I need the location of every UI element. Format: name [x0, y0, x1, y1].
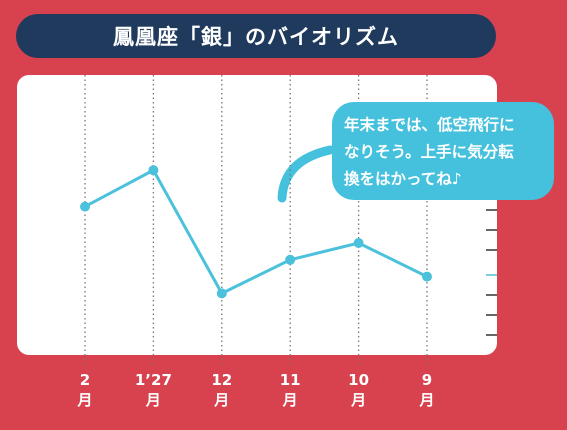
x-tick-label: 2 月: [77, 371, 93, 409]
point: [216, 288, 227, 299]
x-tick-label: 10 月: [348, 371, 370, 409]
x-tick-label: 9 月: [419, 371, 435, 409]
x-tick-label: 12 月: [211, 371, 233, 409]
point: [80, 201, 90, 212]
point: [422, 271, 432, 282]
line: [84, 168, 428, 296]
annotation: 年末までは、低空飛行に なりそう。上手に気分転 換をはかってね♪: [332, 102, 554, 200]
point: [285, 254, 296, 265]
bubble-tail: [277, 145, 335, 203]
x-tick-label: 1’27 月: [134, 371, 172, 409]
x-tick-label: 11 月: [279, 371, 301, 409]
point: [353, 238, 364, 248]
chart-title: 鳳凰座「銀」のバイオリズム: [16, 14, 496, 58]
point: [148, 165, 159, 176]
